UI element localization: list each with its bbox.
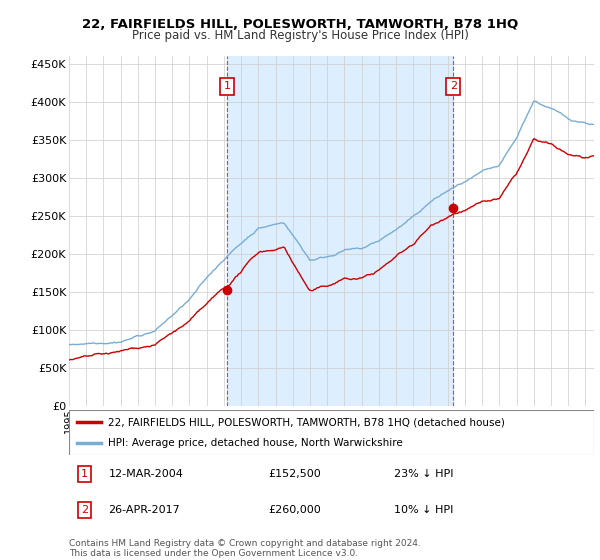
Text: 10% ↓ HPI: 10% ↓ HPI [395,505,454,515]
Text: £152,500: £152,500 [269,469,321,479]
Text: 1: 1 [224,81,230,91]
Text: Contains HM Land Registry data © Crown copyright and database right 2024.
This d: Contains HM Land Registry data © Crown c… [69,539,421,558]
Text: 2: 2 [449,81,457,91]
Text: 22, FAIRFIELDS HILL, POLESWORTH, TAMWORTH, B78 1HQ (detached house): 22, FAIRFIELDS HILL, POLESWORTH, TAMWORT… [109,417,505,427]
Text: £260,000: £260,000 [269,505,321,515]
Text: Price paid vs. HM Land Registry's House Price Index (HPI): Price paid vs. HM Land Registry's House … [131,29,469,42]
Text: 22, FAIRFIELDS HILL, POLESWORTH, TAMWORTH, B78 1HQ: 22, FAIRFIELDS HILL, POLESWORTH, TAMWORT… [82,18,518,31]
Text: 1: 1 [81,469,88,479]
Text: 26-APR-2017: 26-APR-2017 [109,505,180,515]
Text: HPI: Average price, detached house, North Warwickshire: HPI: Average price, detached house, Nort… [109,437,403,447]
FancyBboxPatch shape [69,410,594,455]
Text: 2: 2 [81,505,88,515]
Bar [227,56,453,406]
Text: 12-MAR-2004: 12-MAR-2004 [109,469,183,479]
Text: 23% ↓ HPI: 23% ↓ HPI [395,469,454,479]
